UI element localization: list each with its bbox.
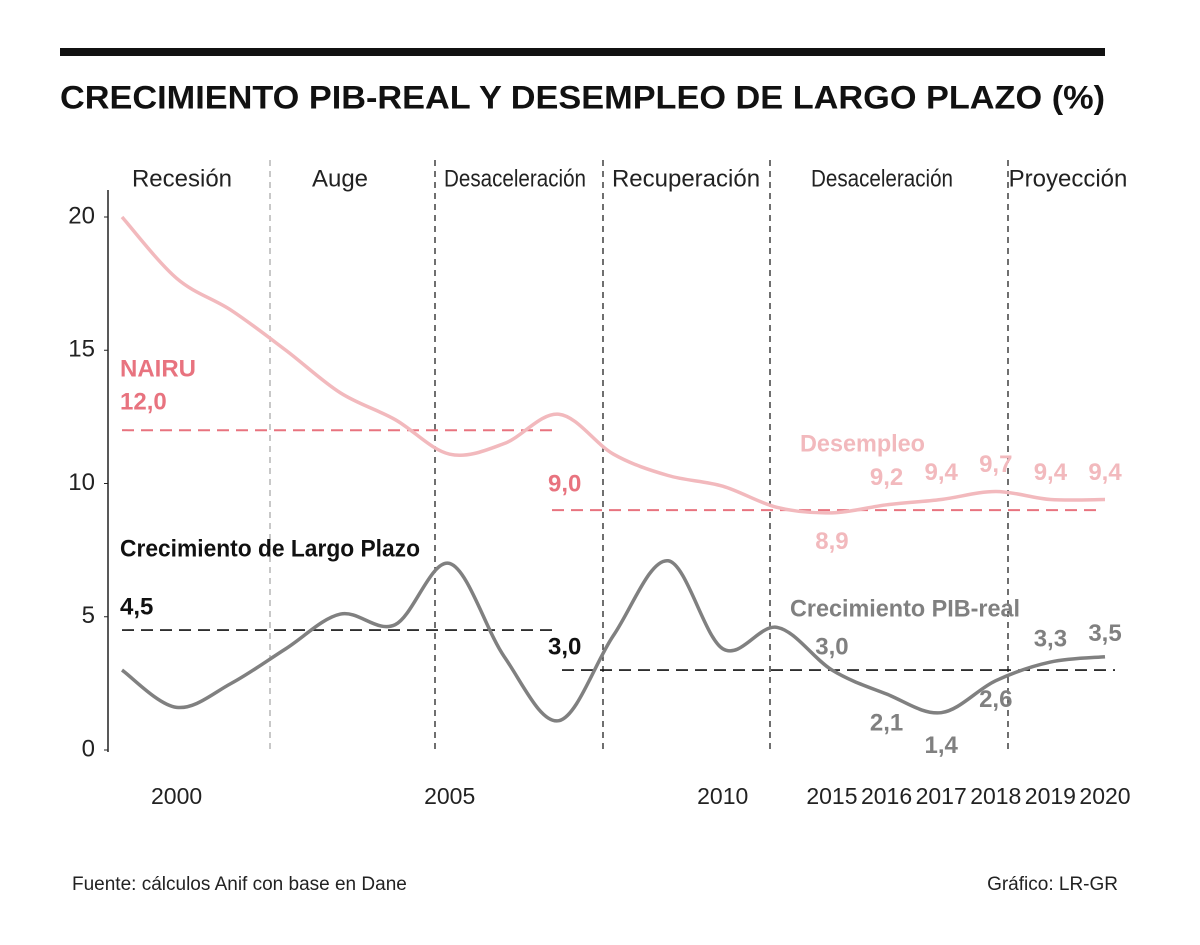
- phase-label: Desaceleración: [811, 165, 953, 192]
- value-label: 3,0: [815, 633, 848, 660]
- value-label: 3,3: [1034, 625, 1067, 652]
- y-tick-label: 20: [68, 202, 95, 229]
- x-tick-label: 2005: [424, 783, 475, 809]
- nairu-value-label: 12,0: [120, 389, 167, 416]
- source: Fuente: cálculos Anif con base en Dane: [72, 874, 407, 895]
- value-label: 3,5: [1088, 620, 1121, 647]
- value-label: 1,4: [924, 732, 958, 759]
- value-label: 2,6: [979, 686, 1012, 713]
- long_term_growth-value-label: 4,5: [120, 593, 153, 620]
- phase-label: Proyección: [1009, 165, 1128, 192]
- x-tick-label: 2017: [916, 783, 967, 809]
- chart-title: CRECIMIENTO PIB-REAL Y DESEMPLEO DE LARG…: [60, 79, 1105, 115]
- y-tick-label: 5: [82, 602, 95, 629]
- series-name: Desempleo: [800, 430, 925, 457]
- value-label: 9,2: [870, 464, 903, 491]
- value-label: 9,4: [1088, 459, 1122, 486]
- nairu-value-label: 9,0: [548, 470, 581, 497]
- phase-label: Recesión: [132, 165, 232, 192]
- x-tick-label: 2020: [1079, 783, 1130, 809]
- y-tick-label: 15: [68, 336, 95, 363]
- title-bar: [60, 48, 1105, 56]
- x-tick-label: 2018: [970, 783, 1021, 809]
- value-label: 8,9: [815, 528, 848, 555]
- value-label: 9,4: [924, 459, 958, 486]
- series-line: [120, 559, 1106, 723]
- value-label: 9,7: [979, 451, 1012, 478]
- long_term_growth-value-label: 3,0: [548, 633, 581, 660]
- credit: Gráfico: LR-GR: [987, 874, 1118, 895]
- y-tick-label: 0: [82, 735, 95, 762]
- x-tick-label: 2010: [697, 783, 748, 809]
- series-line: [120, 215, 1106, 515]
- phase-label: Recuperación: [612, 165, 760, 192]
- x-tick-label: 2000: [151, 783, 202, 809]
- phase-label: Auge: [312, 165, 368, 192]
- phase-label: Desaceleración: [444, 165, 586, 192]
- y-tick-label: 10: [68, 469, 95, 496]
- x-tick-label: 2016: [861, 783, 912, 809]
- long_term_growth-label: Crecimiento de Largo Plazo: [120, 535, 420, 562]
- value-label: 9,4: [1034, 459, 1068, 486]
- x-tick-label: 2019: [1025, 783, 1076, 809]
- value-label: 2,1: [870, 709, 903, 736]
- x-tick-label: 2015: [806, 783, 857, 809]
- series-name: Crecimiento PIB-real: [790, 595, 1020, 622]
- nairu-label: NAIRU: [120, 355, 196, 382]
